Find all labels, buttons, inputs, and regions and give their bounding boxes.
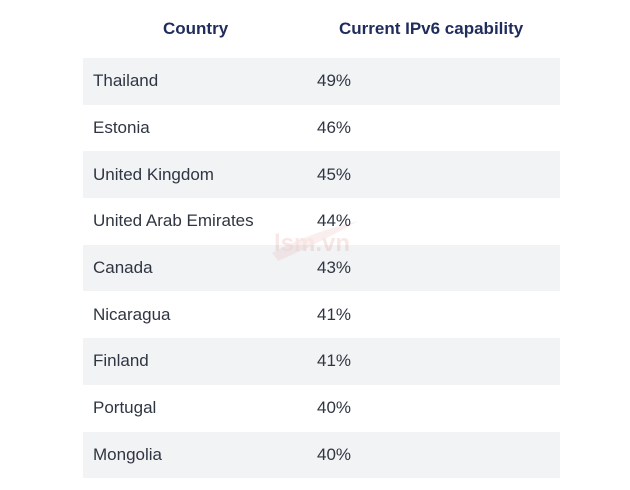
table-row: Finland 41% <box>83 338 560 385</box>
table-row: United Arab Emirates 44% <box>83 198 560 245</box>
table-row: Nicaragua 41% <box>83 291 560 338</box>
table-row: United Kingdom 45% <box>83 151 560 199</box>
country-cell: Estonia <box>93 118 150 138</box>
header-ipv6-capability: Current IPv6 capability <box>339 19 524 38</box>
country-cell: Canada <box>93 258 153 278</box>
country-cell: Thailand <box>93 71 159 91</box>
ipv6-value-cell: 41% <box>317 304 352 324</box>
ipv6-value-cell: 49% <box>317 71 352 91</box>
ipv6-value-cell: 44% <box>317 211 352 231</box>
country-cell: United Kingdom <box>93 164 214 184</box>
ipv6-value-cell: 40% <box>317 398 352 418</box>
country-cell: Portugal <box>93 398 157 418</box>
ipv6-value-cell: 40% <box>317 444 352 464</box>
ipv6-value-cell: 41% <box>317 351 352 371</box>
country-cell: Mongolia <box>93 444 162 464</box>
table-row: Canada 43% <box>83 244 560 292</box>
header-country: Country <box>163 19 229 38</box>
ipv6-capability-table: Country Current IPv6 capability Thailand… <box>83 0 560 479</box>
table-row: Portugal 40% <box>83 385 560 432</box>
table-row: Mongolia 40% <box>83 431 560 479</box>
country-cell: United Arab Emirates <box>93 211 254 231</box>
country-cell: Finland <box>93 351 149 371</box>
table-row: Estonia 46% <box>83 105 560 152</box>
ipv6-value-cell: 43% <box>317 258 352 278</box>
table-header: Country Current IPv6 capability <box>83 0 560 58</box>
country-cell: Nicaragua <box>93 304 171 324</box>
ipv6-value-cell: 46% <box>317 118 352 138</box>
table-row: Thailand 49% <box>83 58 560 105</box>
ipv6-value-cell: 45% <box>317 164 352 184</box>
